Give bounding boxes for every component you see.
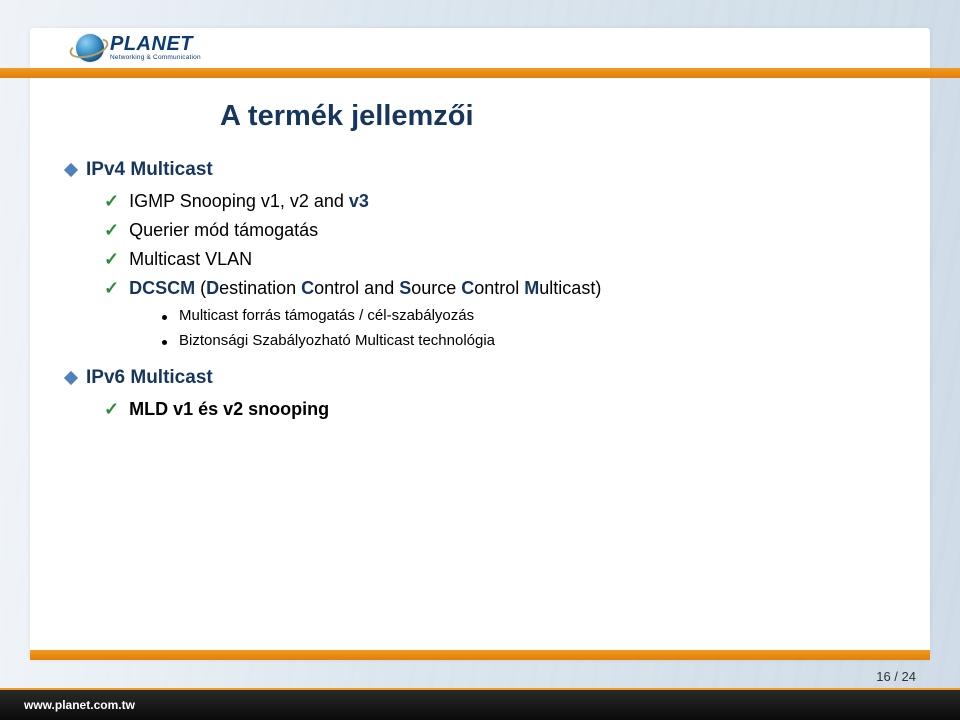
logo: PLANET Networking & Communication (76, 34, 201, 62)
logo-tagline: Networking & Communication (110, 55, 201, 62)
list-item-lvl3: Biztonsági Szabályozható Multicast techn… (162, 332, 898, 349)
diamond-bullet-icon (64, 371, 78, 385)
lvl3-label: Multicast forrás támogatás / cél-szabály… (179, 307, 474, 324)
bullet-list: IPv4 Multicast ✓ IGMP Snooping v1, v2 and… (62, 159, 898, 420)
check-icon: ✓ (104, 249, 119, 270)
check-icon: ✓ (104, 278, 119, 299)
footer-bar: www.planet.com.tw (0, 688, 960, 720)
dot-bullet-icon (162, 315, 167, 320)
lvl2-label: DCSCM (Destination Control and Source Co… (129, 278, 601, 299)
list-item-lvl3: Multicast forrás támogatás / cél-szabály… (162, 307, 898, 324)
lvl3-label: Biztonsági Szabályozható Multicast techn… (179, 332, 495, 349)
lvl2-label: Multicast VLAN (129, 249, 252, 270)
logo-globe-icon (76, 34, 104, 62)
top-accent-bar (0, 68, 960, 78)
list-item-lvl2: ✓ Querier mód támogatás (104, 220, 898, 241)
page-number: 16 / 24 (876, 669, 916, 684)
logo-text: PLANET Networking & Communication (110, 34, 201, 62)
lvl2-label: MLD v1 és v2 snooping (129, 399, 329, 420)
bottom-accent-bar (30, 650, 930, 660)
list-item-lvl2: ✓ IGMP Snooping v1, v2 and v3 (104, 191, 898, 212)
lvl2-label: IGMP Snooping v1, v2 and v3 (129, 191, 369, 212)
lvl1-label: IPv6 Multicast (86, 367, 213, 389)
page-title: A termék jellemzői (220, 100, 898, 133)
slide: PLANET Networking & Communication A term… (0, 0, 960, 720)
dot-bullet-icon (162, 340, 167, 345)
list-item-lvl2: ✓ Multicast VLAN (104, 249, 898, 270)
check-icon: ✓ (104, 399, 119, 420)
check-icon: ✓ (104, 220, 119, 241)
diamond-bullet-icon (64, 163, 78, 177)
content-area: A termék jellemzői IPv4 Multicast ✓ IGMP … (62, 100, 898, 428)
lvl1-label: IPv4 Multicast (86, 159, 213, 181)
list-item-lvl2: ✓ DCSCM (Destination Control and Source … (104, 278, 898, 299)
list-item-lvl2: ✓ MLD v1 és v2 snooping (104, 399, 898, 420)
footer-url: www.planet.com.tw (24, 698, 135, 712)
check-icon: ✓ (104, 191, 119, 212)
list-item-lvl1: IPv4 Multicast (66, 159, 898, 181)
logo-brand: PLANET (110, 34, 201, 54)
lvl2-label: Querier mód támogatás (129, 220, 318, 241)
list-item-lvl1: IPv6 Multicast (66, 367, 898, 389)
